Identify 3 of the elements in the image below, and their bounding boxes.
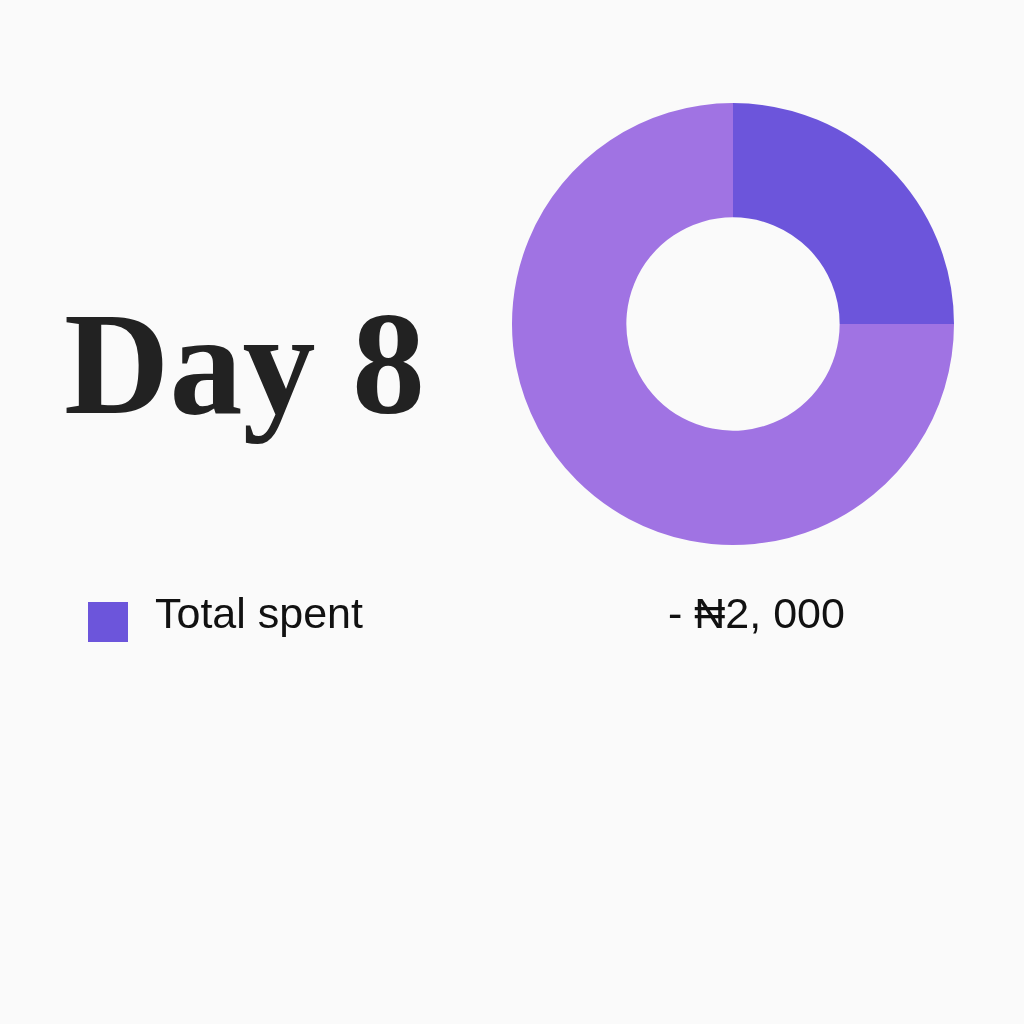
text: - ₦2, 000 xyxy=(668,589,845,637)
legend-label: Total spent xyxy=(155,589,363,637)
text: Day 8 xyxy=(64,283,425,445)
